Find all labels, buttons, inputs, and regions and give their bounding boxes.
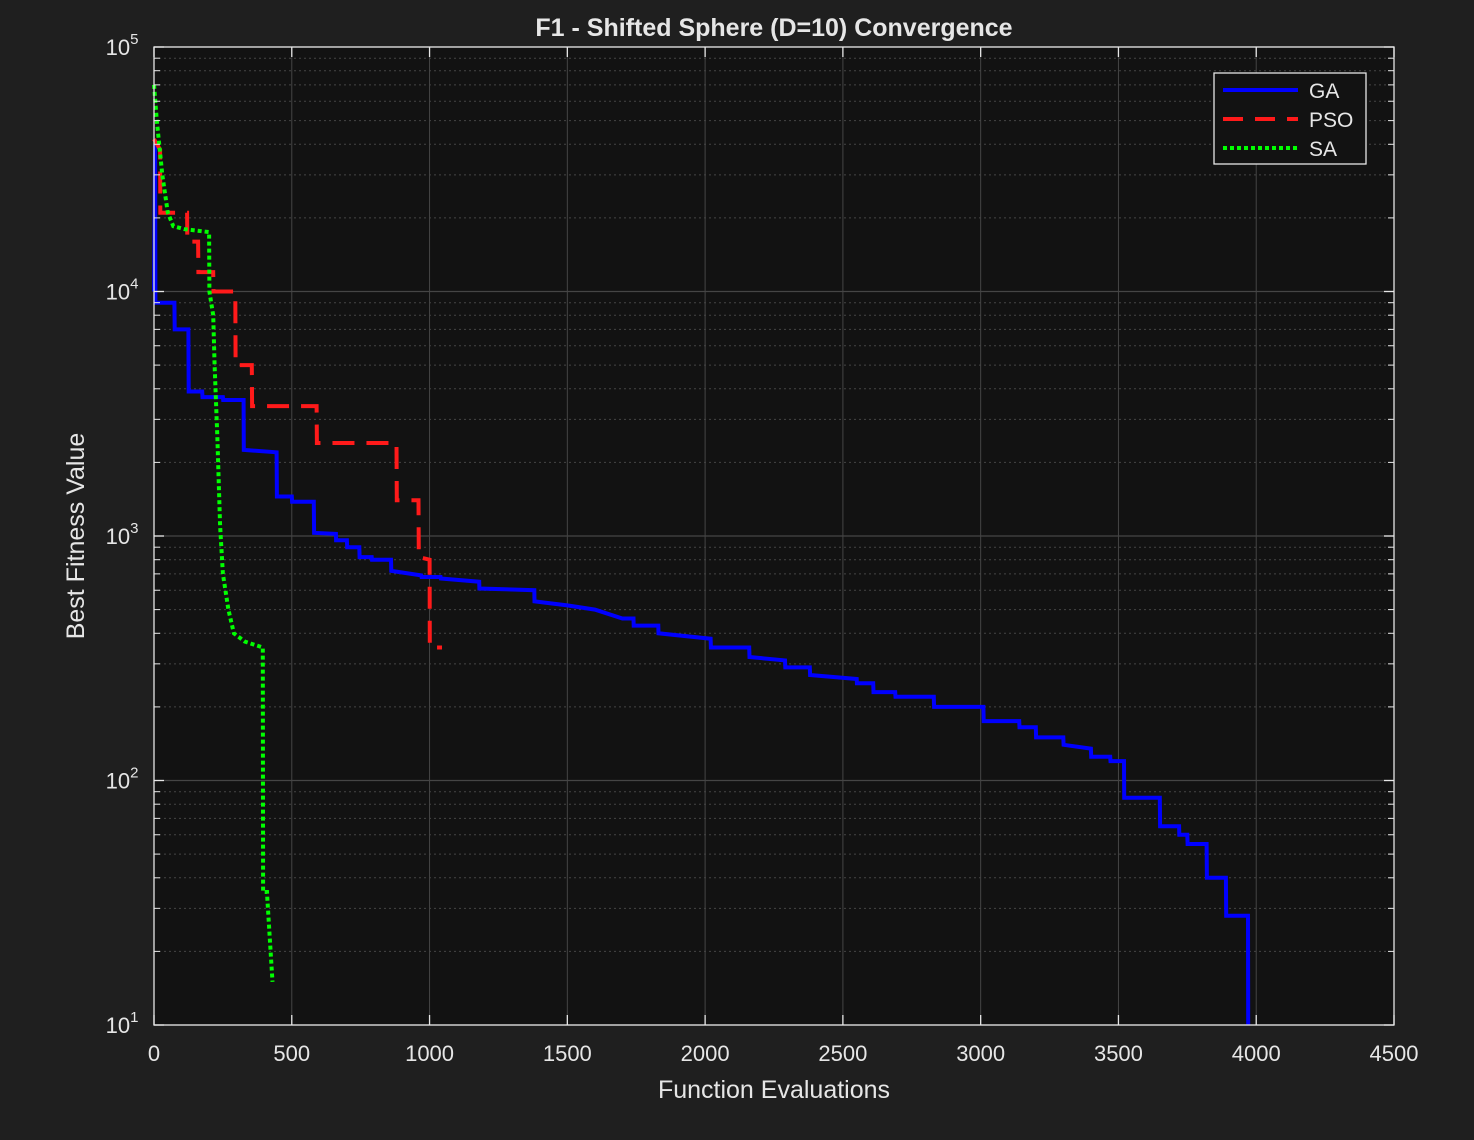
y-tick-label: 104 — [106, 276, 139, 305]
series-line-sa — [152, 84, 275, 983]
legend-label-sa: SA — [1309, 138, 1337, 161]
x-tick-label: 4000 — [1232, 1041, 1281, 1066]
legend-item-ga: GA — [1223, 80, 1339, 103]
x-tick-label: 3500 — [1094, 1041, 1143, 1066]
y-tick-label: 103 — [106, 520, 139, 549]
chart-title: F1 - Shifted Sphere (D=10) Convergence — [535, 14, 1012, 42]
series-layer — [152, 84, 1251, 1026]
series-line-pso — [152, 138, 442, 650]
legend-label-pso: PSO — [1309, 109, 1353, 132]
x-tick-label: 0 — [148, 1041, 160, 1066]
x-tick-label: 3000 — [956, 1041, 1005, 1066]
legend-label-ga: GA — [1309, 80, 1339, 103]
series-line-ga — [152, 144, 1251, 1026]
x-tick-label: 1000 — [405, 1041, 454, 1066]
y-tick-label: 101 — [106, 1009, 139, 1038]
x-axis-label: Function Evaluations — [658, 1076, 890, 1104]
legend: GA PSO SA — [1213, 72, 1367, 165]
x-tick-label: 2000 — [681, 1041, 730, 1066]
x-tick-label: 500 — [273, 1041, 310, 1066]
x-tick-label: 4500 — [1370, 1041, 1419, 1066]
y-tick-label: 102 — [106, 765, 139, 794]
legend-item-sa: SA — [1223, 138, 1337, 161]
legend-item-pso: PSO — [1223, 109, 1353, 132]
x-tick-label: 2500 — [818, 1041, 867, 1066]
axis-ticks: 0 500 1000 1500 2000 2500 3000 3500 4000 4500 101 1… — [106, 31, 1419, 1066]
x-tick-label: 1500 — [543, 1041, 592, 1066]
y-axis-label: Best Fitness Value — [62, 433, 90, 640]
y-tick-label: 105 — [106, 31, 139, 60]
